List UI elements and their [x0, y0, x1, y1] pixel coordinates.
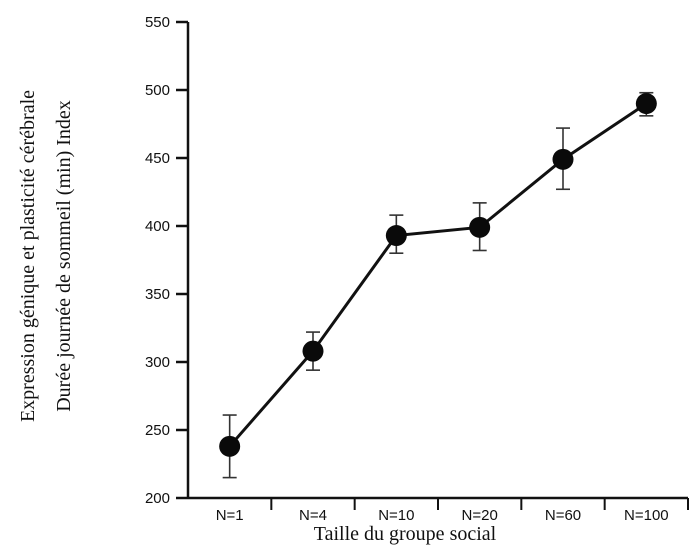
x-tick-label-2: N=10: [378, 507, 414, 524]
data-point-5: [635, 93, 657, 115]
y-axis-title-line-2: Durée journée de sommeil (min) Index: [53, 100, 75, 412]
y-tick-label-300: 300: [145, 354, 170, 371]
y-ticks: 200 250 300 350 400 450 500 550: [145, 14, 188, 507]
x-tick-label-5: N=100: [624, 507, 669, 524]
y-tick-label-350: 350: [145, 286, 170, 303]
y-axis-title-line-1: Expression génique et plasticité cérébra…: [17, 90, 39, 422]
x-tick-label-3: N=20: [462, 507, 498, 524]
x-tick-label-1: N=4: [299, 507, 327, 524]
data-point-4: [552, 148, 574, 170]
x-axis-title: Taille du groupe social: [314, 523, 497, 545]
y-tick-label-250: 250: [145, 422, 170, 439]
series-line: [228, 102, 648, 448]
y-tick-label-550: 550: [145, 14, 170, 31]
x-ticks: N=1 N=4 N=10 N=20 N=60 N=100: [216, 498, 689, 524]
axes: [186, 22, 688, 500]
data-point-3: [469, 216, 491, 238]
error-bars: [222, 91, 654, 479]
y-tick-label-400: 400: [145, 218, 170, 235]
data-points: [219, 93, 657, 457]
y-tick-label-450: 450: [145, 150, 170, 167]
x-tick-label-0: N=1: [216, 507, 244, 524]
y-tick-label-500: 500: [145, 82, 170, 99]
y-tick-label-200: 200: [145, 490, 170, 507]
data-point-0: [219, 435, 241, 457]
x-tick-label-4: N=60: [545, 507, 581, 524]
data-point-2: [385, 225, 407, 247]
data-point-1: [302, 340, 324, 362]
